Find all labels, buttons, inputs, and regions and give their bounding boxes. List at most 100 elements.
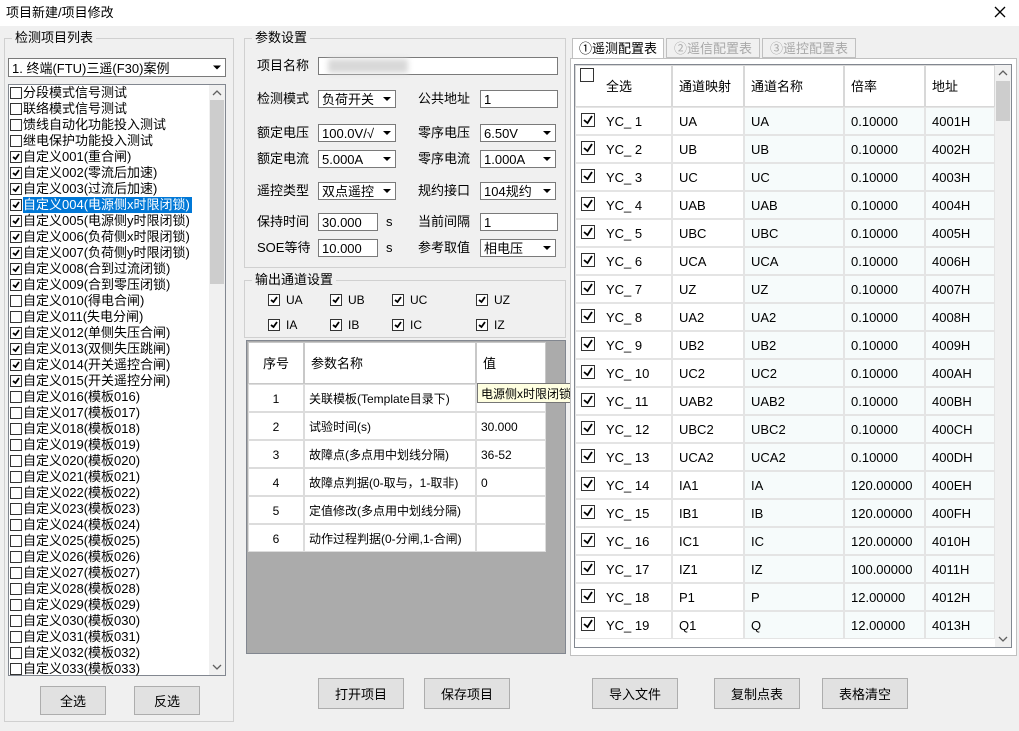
list-item[interactable]: 自定义025(模板025) [23,533,141,548]
checkbox[interactable] [10,551,22,563]
checkbox[interactable] [581,309,595,323]
scroll-down[interactable] [209,659,225,675]
list-item[interactable]: 自定义020(模板020) [23,453,141,468]
dropdown-arrow[interactable] [379,125,395,141]
dropdown-arrow[interactable] [379,91,395,107]
text-input[interactable]: 30.000 [318,213,378,231]
checkbox[interactable] [581,477,595,491]
button[interactable]: 表格清空 [822,678,908,709]
list-item[interactable]: 自定义021(模板021) [23,469,141,484]
checkbox[interactable] [10,663,22,675]
list-item[interactable]: 自定义010(得电合闸) [23,293,145,308]
dropdown-arrow[interactable] [539,125,555,141]
list-item[interactable]: 自定义008(合到过流闭锁) [23,261,171,276]
close-button[interactable] [990,4,1010,22]
checkbox[interactable] [10,647,22,659]
checkbox[interactable] [476,294,488,306]
button[interactable]: 保存项目 [424,678,510,709]
text-input[interactable]: 1 [480,213,558,231]
dropdown-arrow[interactable] [379,183,395,199]
text-input[interactable]: 10.000 [318,239,378,257]
checkbox[interactable] [10,135,22,147]
list-item[interactable]: 自定义032(模板032) [23,645,141,660]
checkbox[interactable] [10,615,22,627]
checkbox[interactable] [581,393,595,407]
list-item[interactable]: 自定义011(失电分闸) [23,309,144,324]
checkbox[interactable] [268,294,280,306]
list-item[interactable]: 自定义030(模板030) [23,613,141,628]
checkbox[interactable] [581,421,595,435]
list-item[interactable]: 自定义014(开关遥控合闸) [23,357,171,372]
combo-box[interactable]: 6.50V [480,124,556,142]
button[interactable]: 全选 [40,686,106,715]
checkbox[interactable] [581,169,595,183]
list-item[interactable]: 自定义006(负荷侧x时限闭锁) [23,229,190,244]
checkbox[interactable] [10,519,22,531]
checkbox[interactable] [581,589,595,603]
checkbox[interactable] [581,449,595,463]
tab[interactable]: ①遥测配置表 [572,38,664,58]
combo-box[interactable]: 100.0V/√ [318,124,396,142]
list-item[interactable]: 自定义023(模板023) [23,501,141,516]
tab[interactable]: ②遥信配置表 [666,38,760,58]
checkbox[interactable] [10,103,22,115]
checkbox[interactable] [10,199,22,211]
checkbox[interactable] [392,294,404,306]
checkbox[interactable] [10,439,22,451]
checkbox[interactable] [10,567,22,579]
combo-box[interactable]: 双点遥控 [318,182,396,200]
combo-box[interactable]: 1. 终端(FTU)三遥(F30)案例 [8,58,226,77]
checkbox[interactable] [330,319,342,331]
list-item[interactable]: 分段模式信号测试 [23,85,128,100]
tab[interactable]: ③遥控配置表 [762,38,856,58]
checkbox[interactable] [10,151,22,163]
list-item[interactable]: 自定义012(单侧失压合闸) [23,325,171,340]
list-item[interactable]: 自定义031(模板031) [23,629,141,644]
list-item[interactable]: 自定义027(模板027) [23,565,141,580]
checkbox[interactable] [581,113,595,127]
list-item[interactable]: 自定义029(模板029) [23,597,141,612]
button[interactable]: 反选 [134,686,200,715]
list-item[interactable]: 自定义024(模板024) [23,517,141,532]
list-item[interactable]: 自定义001(重合闸) [23,149,132,164]
checkbox[interactable] [10,599,22,611]
list-item[interactable]: 自定义004(电源侧x时限闭锁) [23,197,192,213]
checkbox[interactable] [10,87,22,99]
checkbox[interactable] [10,327,22,339]
checkbox[interactable] [268,319,280,331]
checkbox[interactable] [581,281,595,295]
list-item[interactable]: 自定义026(模板026) [23,549,141,564]
scroll-up[interactable] [995,65,1011,81]
checkbox[interactable] [581,253,595,267]
checkbox[interactable] [581,533,595,547]
dropdown-arrow[interactable] [379,151,395,167]
checkbox[interactable] [10,407,22,419]
checkbox[interactable] [10,343,22,355]
list-item[interactable]: 自定义009(合到零压闭锁) [23,277,171,292]
checkbox[interactable] [581,505,595,519]
checkbox[interactable] [392,319,404,331]
dropdown-arrow[interactable] [539,183,555,199]
list-item[interactable]: 自定义033(模板033) [23,661,141,676]
checkbox[interactable] [581,197,595,211]
list-item[interactable]: 自定义002(零流后加速) [23,165,158,180]
checkbox[interactable] [476,319,488,331]
dropdown-arrow[interactable] [209,59,225,76]
checkbox[interactable] [581,561,595,575]
checkbox[interactable] [10,279,22,291]
checkbox[interactable] [581,617,595,631]
button[interactable]: 打开项目 [318,678,404,709]
list-item[interactable]: 自定义016(模板016) [23,389,141,404]
checkbox[interactable] [330,294,342,306]
button[interactable]: 复制点表 [714,678,800,709]
checkbox[interactable] [10,471,22,483]
checkbox[interactable] [581,365,595,379]
checkbox[interactable] [10,263,22,275]
list-item[interactable]: 自定义022(模板022) [23,485,141,500]
checkbox[interactable] [580,68,594,82]
checkbox[interactable] [10,311,22,323]
list-item[interactable]: 自定义005(电源侧y时限闭锁) [23,213,190,228]
combo-box[interactable]: 104规约 [480,182,556,200]
checkbox[interactable] [10,487,22,499]
checkbox[interactable] [10,423,22,435]
